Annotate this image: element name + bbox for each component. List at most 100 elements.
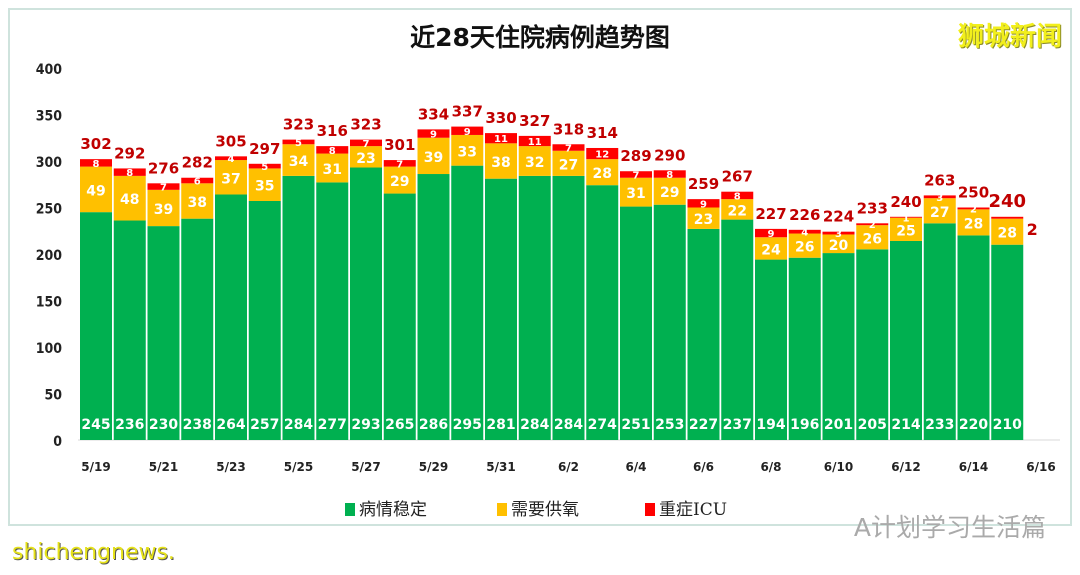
data-label: 23 (356, 151, 375, 167)
bar-segment-icu (147, 183, 180, 190)
data-label: 38 (491, 155, 510, 171)
x-tick-label: 5/27 (351, 460, 380, 474)
bar-segment-oxygen (552, 150, 585, 176)
y-tick-label: 400 (36, 62, 63, 78)
bar-segment-icu (518, 135, 551, 147)
total-label: 263 (924, 171, 955, 189)
legend-label: 重症ICU (659, 500, 728, 520)
data-label: 7 (160, 183, 167, 194)
bar-segment-icu (248, 163, 281, 169)
data-label: 274 (588, 417, 617, 433)
data-label: 9 (700, 199, 707, 210)
total-label: 240 (890, 193, 921, 211)
data-label: 9 (464, 127, 471, 138)
data-label: 5 (261, 162, 268, 173)
bar-segment-oxygen (316, 153, 349, 183)
data-label: 7 (363, 139, 370, 150)
bar-segment-stable (755, 259, 787, 440)
data-label: 49 (86, 183, 105, 199)
total-label: 314 (587, 124, 618, 142)
legend-swatch (497, 503, 507, 516)
x-tick-label: 5/19 (81, 460, 110, 474)
x-tick-label: 6/4 (625, 460, 646, 474)
data-label: 31 (626, 186, 645, 202)
bar-segment-oxygen (181, 183, 214, 219)
data-label: 8 (666, 170, 673, 181)
data-label: 205 (858, 417, 887, 433)
bar-segment-icu (822, 231, 855, 235)
total-label: 259 (688, 175, 719, 193)
bar-segment-oxygen (248, 168, 281, 201)
data-label: 48 (120, 192, 139, 208)
data-label: 253 (655, 417, 684, 433)
bar-segment-oxygen (147, 189, 180, 227)
bar-segment-icu (991, 216, 1024, 219)
bar-segment-oxygen (653, 177, 686, 205)
total-label: 323 (350, 116, 381, 134)
watermark-site: shichengnews. (12, 540, 175, 565)
bar-segment-oxygen (721, 199, 754, 220)
bar-segment-stable (147, 226, 180, 440)
data-label: 236 (115, 417, 144, 433)
data-label: 23 (694, 212, 713, 228)
total-label: 330 (485, 109, 516, 127)
bar-segment-oxygen (923, 198, 956, 224)
data-label: 214 (891, 417, 920, 433)
data-label: 284 (520, 417, 549, 433)
total-label: 227 (755, 205, 786, 223)
bar-segment-stable (957, 235, 990, 440)
x-tick-label: 5/25 (284, 460, 313, 474)
data-label: 28 (998, 226, 1017, 242)
data-label: 7 (396, 159, 403, 170)
data-label: 237 (723, 417, 752, 433)
x-tick-label: 6/8 (760, 460, 781, 474)
bar-segment-stable (383, 193, 416, 440)
bar-segment-oxygen (282, 144, 315, 176)
data-label: 38 (188, 195, 207, 211)
total-label: 276 (148, 159, 179, 177)
bar-segment-oxygen (687, 207, 720, 229)
bar-segment-stable (181, 218, 214, 440)
bar-segment-oxygen (755, 237, 787, 260)
total-label: 334 (418, 105, 449, 123)
bar-segment-icu (856, 223, 889, 226)
bar-segment-oxygen (113, 175, 146, 221)
x-tick-label: 6/16 (1026, 460, 1055, 474)
bar-segment-icu (552, 144, 585, 151)
bar-segment-icu (485, 133, 517, 144)
bar-segment-stable (113, 220, 146, 440)
bar-segment-oxygen (485, 143, 517, 179)
data-label: 257 (250, 417, 279, 433)
bar-segment-stable (316, 182, 349, 440)
bar-segment-icu (620, 171, 652, 178)
y-tick-label: 300 (36, 155, 63, 171)
bar-segment-icu (282, 139, 315, 145)
bar-segment-stable (991, 244, 1024, 440)
bar-segment-oxygen (80, 166, 112, 213)
bar-segment-stable (653, 204, 686, 440)
total-label: 267 (722, 168, 753, 186)
data-label: 9 (430, 130, 437, 141)
bar-segment-stable (350, 167, 382, 440)
data-label: 251 (621, 417, 650, 433)
data-label: 6 (194, 177, 201, 188)
bar-segment-oxygen (890, 217, 922, 241)
data-label: 12 (595, 150, 609, 161)
data-label: 35 (255, 179, 274, 195)
data-label: 8 (734, 191, 741, 202)
legend-label: 需要供氧 (511, 500, 579, 520)
bar-segment-icu (653, 170, 686, 178)
data-label: 201 (824, 417, 853, 433)
data-label: 265 (385, 417, 414, 433)
total-label: 327 (519, 112, 550, 130)
data-label: 245 (81, 417, 110, 433)
total-label: 282 (182, 154, 213, 172)
bar-segment-stable (822, 253, 855, 440)
bar-segment-stable (923, 223, 956, 440)
bar-segment-oxygen (957, 209, 990, 236)
legend-swatch (645, 503, 655, 516)
data-label: 277 (318, 417, 347, 433)
data-label: 284 (554, 417, 583, 433)
data-label: 238 (183, 417, 212, 433)
